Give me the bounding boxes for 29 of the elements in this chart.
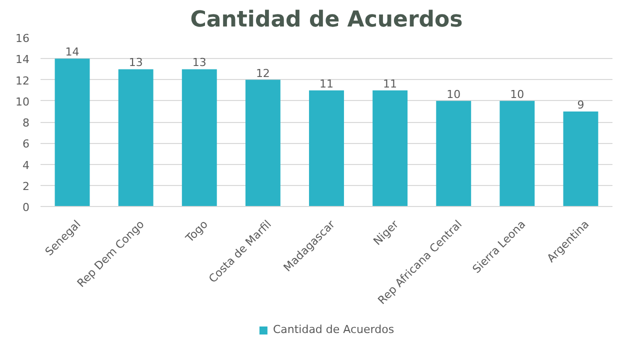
data-label: 11 <box>383 77 398 90</box>
y-tick-label: 14 <box>16 53 30 66</box>
bar <box>372 90 408 206</box>
chart-title: Cantidad de Acuerdos <box>190 8 463 32</box>
bar <box>309 90 344 206</box>
data-label: 13 <box>128 56 143 70</box>
y-tick-label: 2 <box>22 180 30 193</box>
bar <box>118 69 154 206</box>
data-label: 9 <box>577 98 584 112</box>
legend-label: Cantidad de Acuerdos <box>272 323 394 336</box>
bar <box>245 80 280 206</box>
bar <box>500 100 535 206</box>
y-tick-label: 4 <box>22 158 30 172</box>
y-tick-label: 6 <box>22 138 30 151</box>
data-label: 12 <box>256 66 270 80</box>
bar <box>182 69 217 206</box>
data-label: 10 <box>510 88 524 101</box>
data-label: 11 <box>320 77 334 90</box>
bar <box>563 111 598 206</box>
y-tick-label: 12 <box>16 74 30 88</box>
data-label: 13 <box>192 56 206 70</box>
data-label: 10 <box>446 88 461 101</box>
y-tick-label: 8 <box>22 116 30 130</box>
bar <box>436 100 472 206</box>
y-tick-label: 10 <box>16 95 30 108</box>
y-tick-label: 0 <box>22 201 30 214</box>
bar <box>54 58 90 206</box>
y-tick-label: 16 <box>16 32 30 45</box>
data-label: 14 <box>65 46 80 59</box>
